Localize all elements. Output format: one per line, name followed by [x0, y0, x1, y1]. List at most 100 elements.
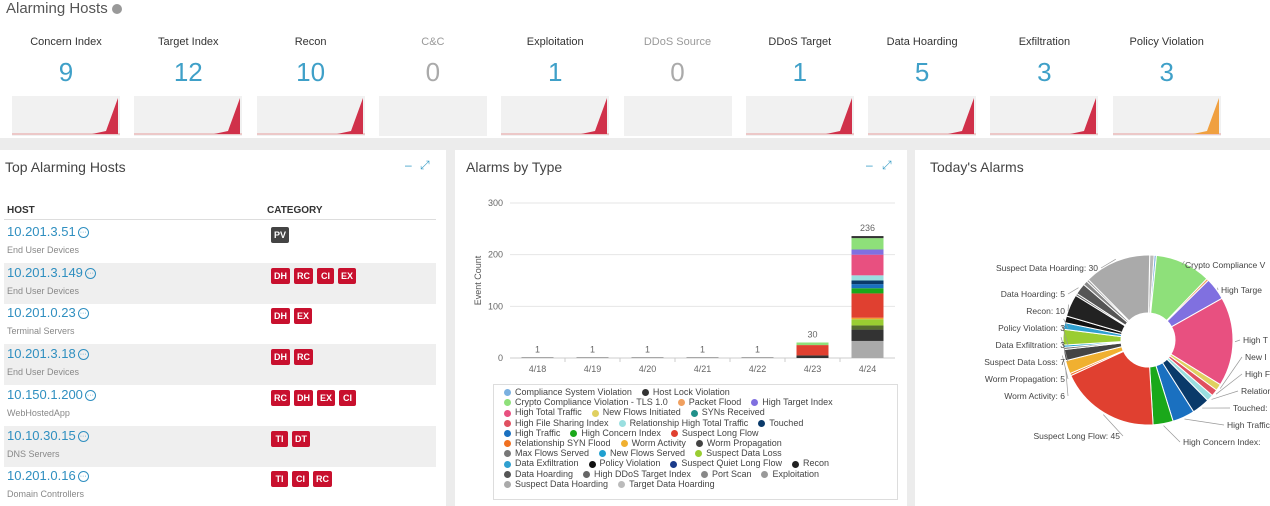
- metric-value[interactable]: 9: [58, 57, 74, 87]
- legend-item[interactable]: Packet Flood: [677, 397, 741, 407]
- metric-value[interactable]: 10: [296, 57, 326, 87]
- pie-slice[interactable]: [1087, 254, 1151, 322]
- host-link[interactable]: 10.201.3.51 ···: [7, 224, 89, 239]
- category-tag[interactable]: DH: [271, 267, 290, 284]
- bar-segment[interactable]: [851, 319, 884, 326]
- legend-item[interactable]: Worm Activity: [620, 438, 686, 448]
- bar-segment[interactable]: [796, 355, 829, 358]
- metric-card[interactable]: DDoS Source 0: [623, 36, 732, 140]
- legend-item[interactable]: SYNs Received: [690, 407, 765, 417]
- category-tag[interactable]: PV: [271, 227, 290, 243]
- column-header-category[interactable]: CATEGORY: [267, 205, 323, 216]
- pie-slice[interactable]: [1170, 297, 1234, 386]
- category-tag[interactable]: DH: [271, 308, 290, 325]
- collapse-icon[interactable]: –: [405, 158, 412, 172]
- metric-value[interactable]: 3: [1037, 57, 1052, 87]
- metric-card[interactable]: Policy Violation 3: [1112, 36, 1221, 140]
- bar-segment[interactable]: [631, 357, 664, 358]
- column-header-host[interactable]: HOST: [7, 205, 35, 216]
- category-tag[interactable]: TI: [271, 471, 288, 488]
- metric-value[interactable]: 1: [547, 57, 563, 87]
- host-ip[interactable]: 10.150.1.200: [7, 386, 83, 402]
- category-tag[interactable]: CI: [317, 267, 334, 284]
- bar-segment[interactable]: [686, 357, 719, 358]
- metric-card[interactable]: Exfiltration 3: [990, 36, 1099, 140]
- metric-card[interactable]: Recon 10: [256, 36, 365, 140]
- legend-item[interactable]: Host Lock Violation: [641, 387, 730, 397]
- metric-card[interactable]: Exploitation 1: [501, 36, 610, 140]
- expand-icon[interactable]: ⤢: [882, 158, 892, 172]
- bar-segment[interactable]: [576, 357, 609, 358]
- host-ip[interactable]: 10.201.0.16: [7, 468, 76, 484]
- metric-card[interactable]: Concern Index 9: [12, 36, 120, 140]
- legend-item[interactable]: Touched: [758, 418, 803, 428]
- bar-segment[interactable]: [851, 284, 884, 289]
- metric-card[interactable]: Data Hoarding 5: [868, 36, 977, 140]
- legend-item[interactable]: Target Data Hoarding: [618, 479, 715, 489]
- legend-item[interactable]: High Concern Index: [570, 428, 661, 438]
- category-tag[interactable]: CI: [339, 389, 357, 406]
- host-link[interactable]: 10.201.3.149 ···: [7, 265, 96, 280]
- category-tag[interactable]: DT: [292, 430, 310, 447]
- legend-item[interactable]: Port Scan: [700, 469, 751, 479]
- bar-segment[interactable]: [521, 357, 554, 358]
- legend-item[interactable]: Max Flows Served: [504, 448, 589, 458]
- host-ip[interactable]: 10.201.3.51: [7, 224, 76, 239]
- category-tag[interactable]: EX: [317, 389, 336, 406]
- host-link[interactable]: 10.201.0.23 ···: [7, 305, 89, 320]
- legend-item[interactable]: New Flows Served: [599, 448, 685, 458]
- bar-segment[interactable]: [851, 280, 884, 285]
- legend-item[interactable]: Relationship High Total Traffic: [618, 418, 748, 428]
- bar-segment[interactable]: [796, 345, 829, 356]
- metric-card[interactable]: C&C 0: [378, 36, 487, 140]
- legend-item[interactable]: High Traffic: [504, 428, 560, 438]
- category-tag[interactable]: CI: [292, 471, 309, 488]
- category-tag[interactable]: RC: [313, 471, 332, 488]
- legend-item[interactable]: Data Hoarding: [504, 469, 573, 479]
- more-options-icon[interactable]: ···: [77, 471, 89, 483]
- legend-item[interactable]: Relationship SYN Flood: [504, 438, 611, 448]
- legend-item[interactable]: Suspect Quiet Long Flow: [670, 458, 782, 468]
- bar-segment[interactable]: [796, 342, 829, 346]
- metric-value[interactable]: 3: [1159, 57, 1174, 87]
- legend-item[interactable]: Recon: [791, 458, 829, 468]
- metric-value[interactable]: 0: [670, 57, 685, 87]
- legend-item[interactable]: Suspect Data Loss: [695, 448, 782, 458]
- more-options-icon[interactable]: ···: [77, 430, 89, 442]
- bar-segment[interactable]: [851, 340, 884, 358]
- expand-icon[interactable]: ⤢: [420, 158, 430, 172]
- bar-segment[interactable]: [851, 325, 884, 330]
- collapse-icon[interactable]: –: [866, 158, 873, 172]
- category-tag[interactable]: EX: [294, 308, 313, 325]
- legend-item[interactable]: Compliance System Violation: [504, 387, 632, 397]
- more-options-icon[interactable]: ···: [84, 267, 96, 279]
- host-ip[interactable]: 10.201.0.23: [7, 305, 76, 321]
- legend-item[interactable]: Data Exfiltration: [504, 458, 579, 468]
- host-ip[interactable]: 10.10.30.15: [7, 427, 76, 443]
- legend-item[interactable]: High File Sharing Index: [504, 418, 609, 428]
- pie-slice[interactable]: [1070, 350, 1154, 426]
- metric-value[interactable]: 5: [914, 57, 930, 87]
- host-link[interactable]: 10.10.30.15 ···: [7, 428, 89, 443]
- metric-card[interactable]: DDoS Target 1: [745, 36, 854, 140]
- bar-segment[interactable]: [851, 293, 884, 318]
- category-tag[interactable]: RC: [294, 349, 313, 366]
- category-tag[interactable]: RC: [294, 267, 313, 284]
- legend-item[interactable]: Policy Violation: [588, 458, 660, 468]
- bar-segment[interactable]: [851, 275, 884, 281]
- info-icon[interactable]: [111, 4, 122, 15]
- host-ip[interactable]: 10.201.3.149: [7, 264, 83, 280]
- metric-value[interactable]: 1: [792, 57, 808, 87]
- metric-card[interactable]: Target Index 12: [134, 36, 243, 140]
- more-options-icon[interactable]: ···: [77, 227, 89, 239]
- more-options-icon[interactable]: ···: [77, 308, 89, 320]
- bar-segment[interactable]: [851, 236, 884, 239]
- bar-segment[interactable]: [851, 254, 884, 276]
- metric-value[interactable]: 12: [173, 57, 203, 87]
- category-tag[interactable]: EX: [338, 267, 357, 284]
- bar-segment[interactable]: [851, 317, 884, 320]
- bar-segment[interactable]: [851, 288, 884, 294]
- more-options-icon[interactable]: ···: [77, 349, 89, 361]
- legend-item[interactable]: High Total Traffic: [504, 407, 582, 417]
- host-ip[interactable]: 10.201.3.18: [7, 346, 76, 362]
